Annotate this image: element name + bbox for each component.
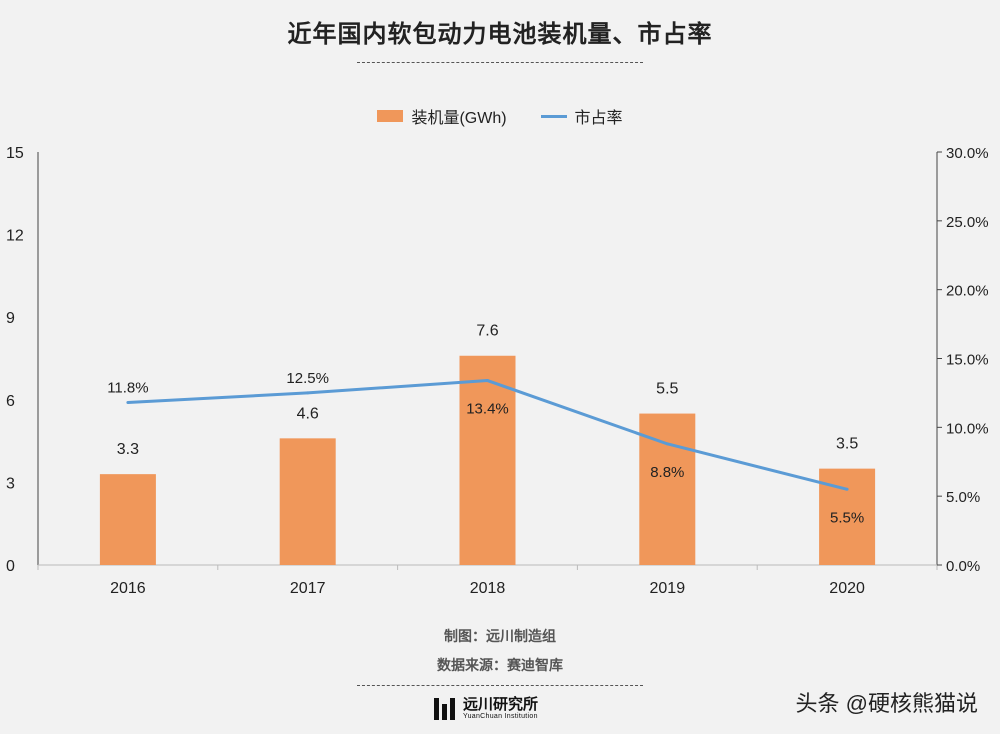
y-left-tick-label: 15: [6, 145, 24, 162]
bar: [99, 474, 156, 565]
y-right-tick-label: 10.0%: [946, 420, 989, 437]
bar-value-label: 4.6: [297, 405, 319, 422]
title-divider: [357, 62, 643, 63]
y-right-tick-label: 5.0%: [946, 489, 980, 506]
y-right-tick-label: 25.0%: [946, 214, 989, 231]
logo: 远川研究所 YuanChuan Institution: [434, 697, 538, 721]
share-value-label: 8.8%: [650, 464, 684, 481]
share-point: [126, 401, 130, 405]
y-left-tick-label: 12: [6, 228, 24, 245]
bar-value-label: 7.6: [476, 323, 498, 340]
share-value-label: 13.4%: [466, 401, 509, 418]
watermark: 头条 @硬核熊猫说: [795, 691, 978, 716]
legend-item-line: 市占率: [540, 104, 623, 128]
y-left-tick-label: 6: [6, 393, 15, 410]
y-right-tick-label: 0.0%: [946, 558, 980, 575]
footer-divider: [357, 685, 643, 686]
x-tick-label: 2017: [290, 580, 326, 597]
legend-bar-label: 装机量(GWh): [411, 110, 507, 127]
share-value-label: 12.5%: [286, 370, 329, 387]
bar: [459, 355, 516, 565]
y-right-tick-label: 15.0%: [946, 352, 989, 369]
x-tick-label: 2016: [110, 580, 146, 597]
share-value-label: 11.8%: [107, 380, 148, 397]
share-point: [306, 391, 310, 395]
logo-mark-icon: [434, 698, 455, 720]
legend: 装机量(GWh) 市占率: [0, 104, 1000, 128]
chart-title: 近年国内软包动力电池装机量、市占率: [287, 21, 713, 48]
logo-name-cn: 远川研究所: [463, 696, 539, 713]
share-value-label: 5.5%: [830, 509, 864, 526]
x-tick-label: 2020: [829, 580, 865, 597]
legend-line-label: 市占率: [574, 110, 623, 127]
logo-name-en: YuanChuan Institution: [463, 713, 538, 720]
x-tick-label: 2019: [650, 580, 686, 597]
share-point: [486, 379, 489, 383]
x-tick-label: 2018: [470, 580, 506, 597]
y-right-tick-label: 20.0%: [946, 283, 989, 300]
legend-bar-swatch: [377, 110, 404, 122]
y-left-tick-label: 9: [6, 310, 15, 327]
bar: [279, 438, 336, 565]
legend-item-bar: 装机量(GWh): [377, 104, 507, 128]
y-left-tick-label: 0: [6, 558, 15, 575]
footer-maker: 制图：远川制造组: [444, 628, 556, 644]
share-point: [845, 487, 849, 491]
y-right-tick-label: 30.0%: [946, 145, 989, 162]
bar-value-label: 3.3: [117, 441, 139, 458]
y-left-tick-label: 3: [6, 475, 15, 492]
bar-value-label: 3.5: [836, 436, 858, 453]
footer-source: 数据来源：赛迪智库: [437, 657, 563, 673]
share-point: [665, 442, 669, 446]
bar-value-label: 5.5: [656, 381, 678, 398]
legend-line-swatch: [540, 114, 567, 118]
